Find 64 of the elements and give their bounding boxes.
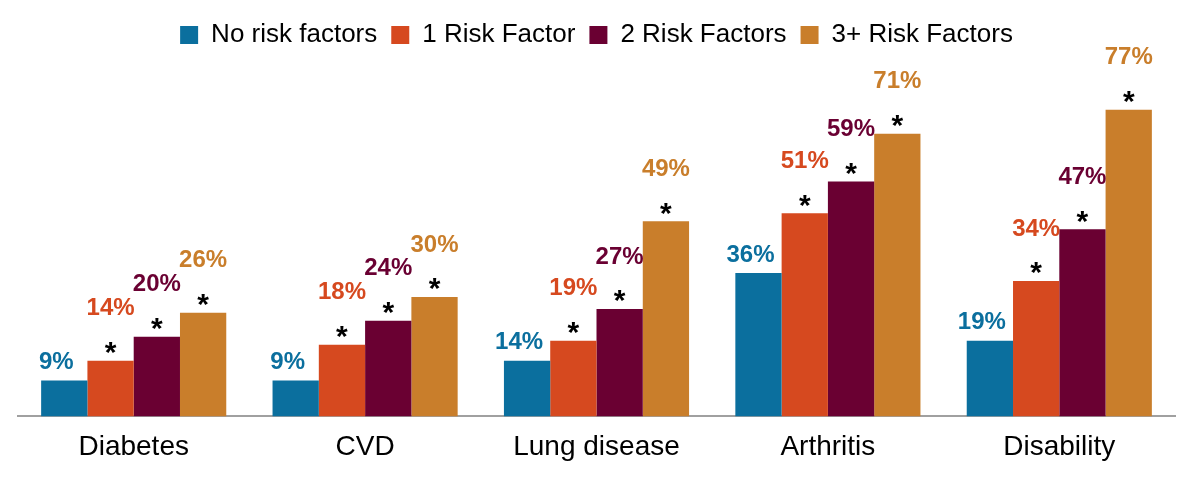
- data-label: 71%: [873, 66, 922, 94]
- bar: [87, 360, 134, 417]
- annotation: *: [1030, 255, 1043, 289]
- annotation: *: [428, 271, 441, 305]
- data-label: 24%: [364, 253, 413, 281]
- annotation: *: [382, 295, 395, 329]
- data-label: 9%: [38, 347, 74, 375]
- bar: [735, 273, 782, 417]
- x-tick-label: Diabetes: [78, 429, 189, 461]
- bar: [1013, 281, 1060, 417]
- bar: [1105, 109, 1152, 417]
- data-label: 27%: [595, 241, 644, 269]
- bar: [874, 133, 921, 417]
- annotation: *: [104, 334, 117, 368]
- bar: [642, 221, 690, 417]
- data-label: 47%: [1058, 161, 1107, 189]
- data-label: 77%: [1104, 42, 1153, 70]
- annotation: *: [151, 311, 163, 345]
- annotation: *: [197, 287, 210, 321]
- bar: [966, 340, 1014, 417]
- bar: [550, 340, 597, 417]
- annotation: *: [1122, 84, 1135, 118]
- annotation: *: [336, 318, 349, 352]
- bar: [41, 380, 88, 417]
- data-label: 20%: [132, 269, 181, 297]
- bar: [781, 213, 828, 417]
- data-label: 19%: [549, 273, 598, 301]
- bar: [318, 344, 366, 417]
- annotation: *: [613, 283, 626, 317]
- annotation: *: [660, 195, 673, 229]
- data-label: 30%: [410, 229, 459, 257]
- bar: [179, 312, 227, 417]
- x-tick-label: Lung disease: [513, 429, 680, 461]
- data-label: 14%: [495, 327, 544, 355]
- data-label: 14%: [86, 293, 135, 321]
- data-label: 18%: [317, 277, 366, 305]
- bar: [411, 296, 458, 417]
- x-tick-label: Arthritis: [780, 429, 876, 461]
- legend-label: 1 Risk Factor: [422, 18, 576, 49]
- legend-label: No risk factors: [211, 18, 378, 49]
- bar: [1059, 229, 1106, 417]
- data-label: 9%: [270, 347, 306, 375]
- bar: [133, 336, 180, 417]
- data-label: 36%: [726, 239, 775, 267]
- annotation: *: [798, 187, 811, 221]
- bar: [272, 380, 319, 417]
- annotation: *: [567, 315, 580, 348]
- legend-label: 3+ Risk Factors: [831, 18, 1013, 49]
- x-tick-label: Disability: [1003, 429, 1116, 461]
- bar: [503, 360, 551, 417]
- legend-label: 2 Risk Factors: [620, 18, 787, 49]
- data-label: 51%: [780, 145, 829, 173]
- annotation: *: [1076, 203, 1089, 237]
- data-label: 26%: [179, 245, 228, 273]
- bar: [365, 320, 412, 417]
- bar: [596, 308, 643, 417]
- x-tick-label: CVD: [335, 429, 395, 461]
- data-label: 49%: [641, 153, 690, 181]
- data-label: 59%: [827, 114, 876, 142]
- data-label: 19%: [957, 307, 1006, 335]
- bar: [827, 181, 875, 417]
- annotation: *: [845, 155, 858, 189]
- data-label: 34%: [1012, 213, 1061, 241]
- annotation: *: [891, 107, 904, 141]
